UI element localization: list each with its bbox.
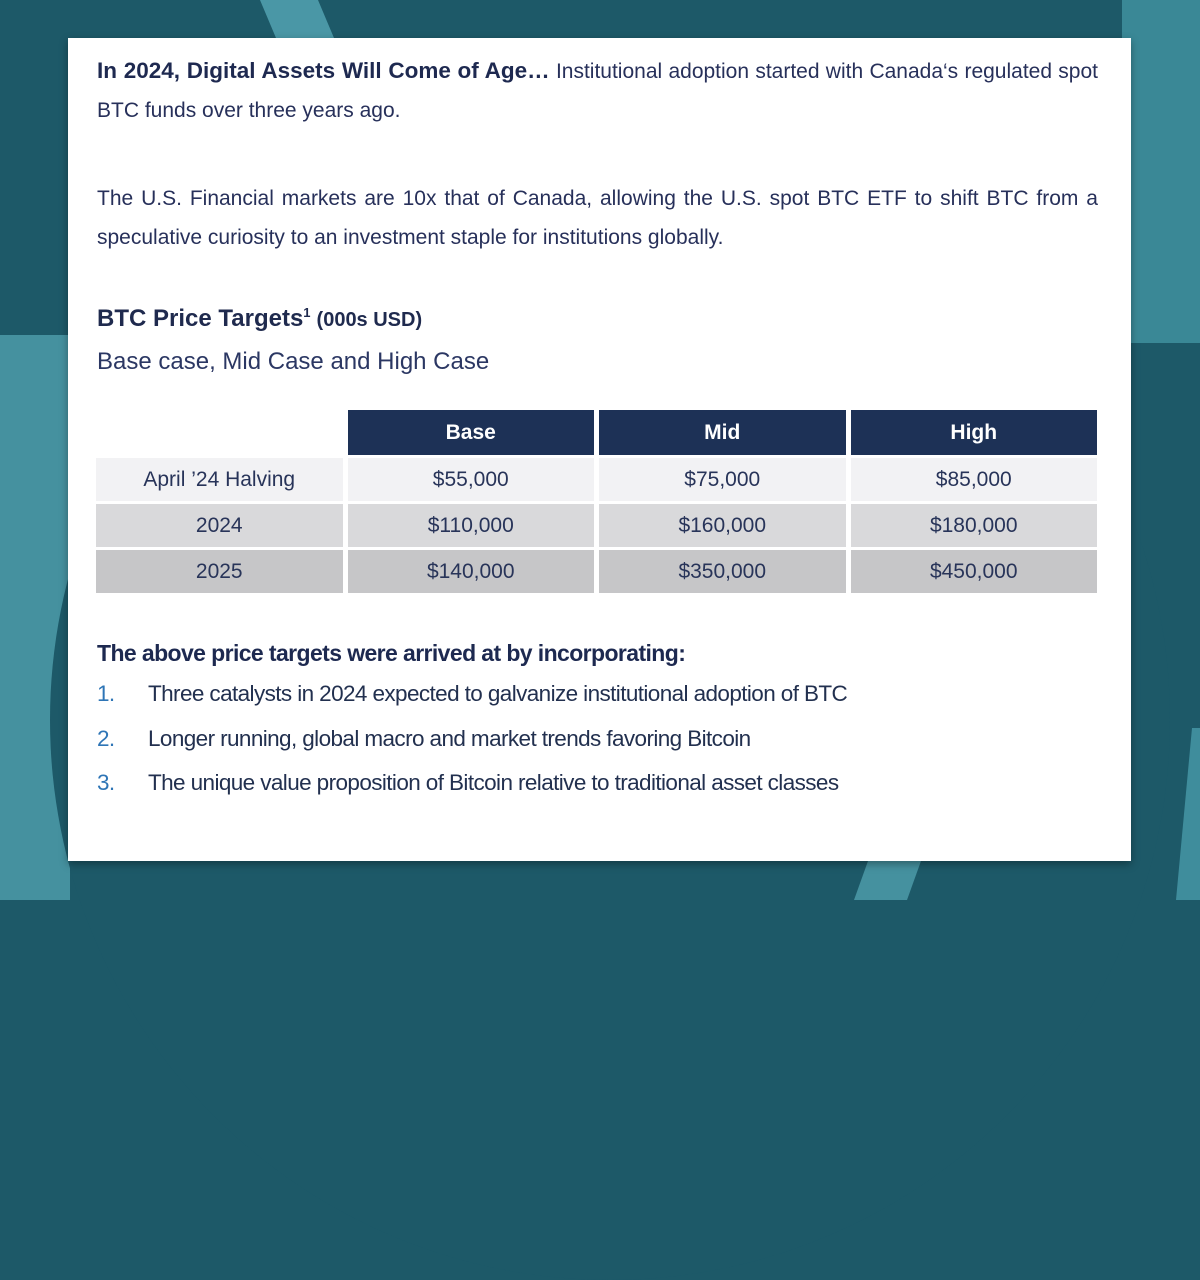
list-item-number: 1. <box>97 681 115 706</box>
table-cell: $75,000 <box>599 458 846 501</box>
table-row-label: 2024 <box>96 504 343 547</box>
table-header-base: Base <box>347 410 594 455</box>
list-item-text: Three catalysts in 2024 expected to galv… <box>148 681 848 706</box>
bg-top-diagonal-band <box>260 0 334 38</box>
intro-paragraph: In 2024, Digital Assets Will Come of Age… <box>97 51 1098 130</box>
table-header-high: High <box>850 410 1097 455</box>
table-row-label: 2025 <box>96 550 343 593</box>
list-item: 1. Three catalysts in 2024 expected to g… <box>97 681 1097 713</box>
table-title: BTC Price Targets1 (000s USD) <box>97 305 422 333</box>
list-heading: The above price targets were arrived at … <box>97 640 686 666</box>
markets-paragraph: The U.S. Financial markets are 10x that … <box>97 187 1098 249</box>
table-cell: $180,000 <box>850 504 1097 547</box>
table-title-units: (000s USD) <box>316 309 423 331</box>
slide-card: In 2024, Digital Assets Will Come of Age… <box>68 38 1131 861</box>
table-cell: $350,000 <box>599 550 846 593</box>
table-header-empty-cell <box>96 410 343 455</box>
list-item-text: The unique value proposition of Bitcoin … <box>148 770 839 795</box>
table-row-label: April ’24 Halving <box>96 458 343 501</box>
list-item-number: 3. <box>97 770 115 795</box>
list-item: 3. The unique value proposition of Bitco… <box>97 770 1097 802</box>
table-header-mid: Mid <box>599 410 846 455</box>
list-item-text: Longer running, global macro and market … <box>148 726 751 751</box>
table-cell: $450,000 <box>850 550 1097 593</box>
table-cell: $110,000 <box>347 504 594 547</box>
table-title-footnote-superscript: 1 <box>303 305 311 320</box>
intro-rest-text: Institutional adoption started with Cana… <box>97 60 1099 122</box>
table-subtitle: Base case, Mid Case and High Case <box>97 348 490 375</box>
table-cell: $140,000 <box>347 550 594 593</box>
list-item-number: 2. <box>97 726 115 751</box>
table-title-main: BTC Price Targets <box>97 305 304 332</box>
table-cell: $55,000 <box>347 458 594 501</box>
list-item: 2. Longer running, global macro and mark… <box>97 726 1097 758</box>
table-cell: $85,000 <box>850 458 1097 501</box>
bg-right-teal-panel <box>1122 0 1200 343</box>
price-table: Base Mid High April ’24 Halving $55,000 … <box>96 410 1097 593</box>
intro-lead-text: In 2024, Digital Assets Will Come of Age… <box>97 58 550 83</box>
table-cell: $160,000 <box>599 504 846 547</box>
